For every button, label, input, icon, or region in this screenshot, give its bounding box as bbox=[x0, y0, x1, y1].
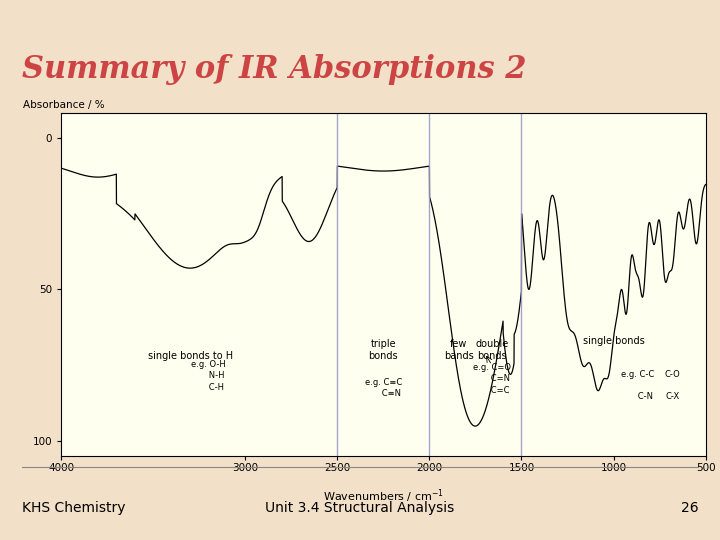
Text: e.g. C≡C
      C≡N: e.g. C≡C C≡N bbox=[365, 377, 402, 397]
Text: C-X: C-X bbox=[665, 392, 680, 401]
Text: Summary of IR Absorptions 2: Summary of IR Absorptions 2 bbox=[22, 54, 526, 85]
Text: e.g. C=O
      C=N
      C=C: e.g. C=O C=N C=C bbox=[473, 363, 511, 395]
Text: e.g. O-H
      N-H
      C-H: e.g. O-H N-H C-H bbox=[191, 360, 226, 392]
Text: few
bands: few bands bbox=[444, 339, 474, 361]
Text: KHS Chemistry: KHS Chemistry bbox=[22, 501, 125, 515]
Text: single bonds to H: single bonds to H bbox=[148, 351, 233, 361]
Text: Absorbance / %: Absorbance / % bbox=[22, 100, 104, 110]
Text: double
bonds: double bonds bbox=[475, 339, 508, 361]
Text: e.g. C-C: e.g. C-C bbox=[621, 370, 654, 380]
Text: C-N: C-N bbox=[622, 392, 653, 401]
Text: 26: 26 bbox=[681, 501, 698, 515]
Text: Wavenumbers / cm$^{-1}$: Wavenumbers / cm$^{-1}$ bbox=[323, 487, 444, 505]
Text: Unit 3.4 Structural Analysis: Unit 3.4 Structural Analysis bbox=[266, 501, 454, 515]
Text: C-O: C-O bbox=[665, 370, 680, 380]
Text: triple
bonds: triple bonds bbox=[369, 339, 398, 361]
Text: single bonds: single bonds bbox=[582, 336, 644, 346]
